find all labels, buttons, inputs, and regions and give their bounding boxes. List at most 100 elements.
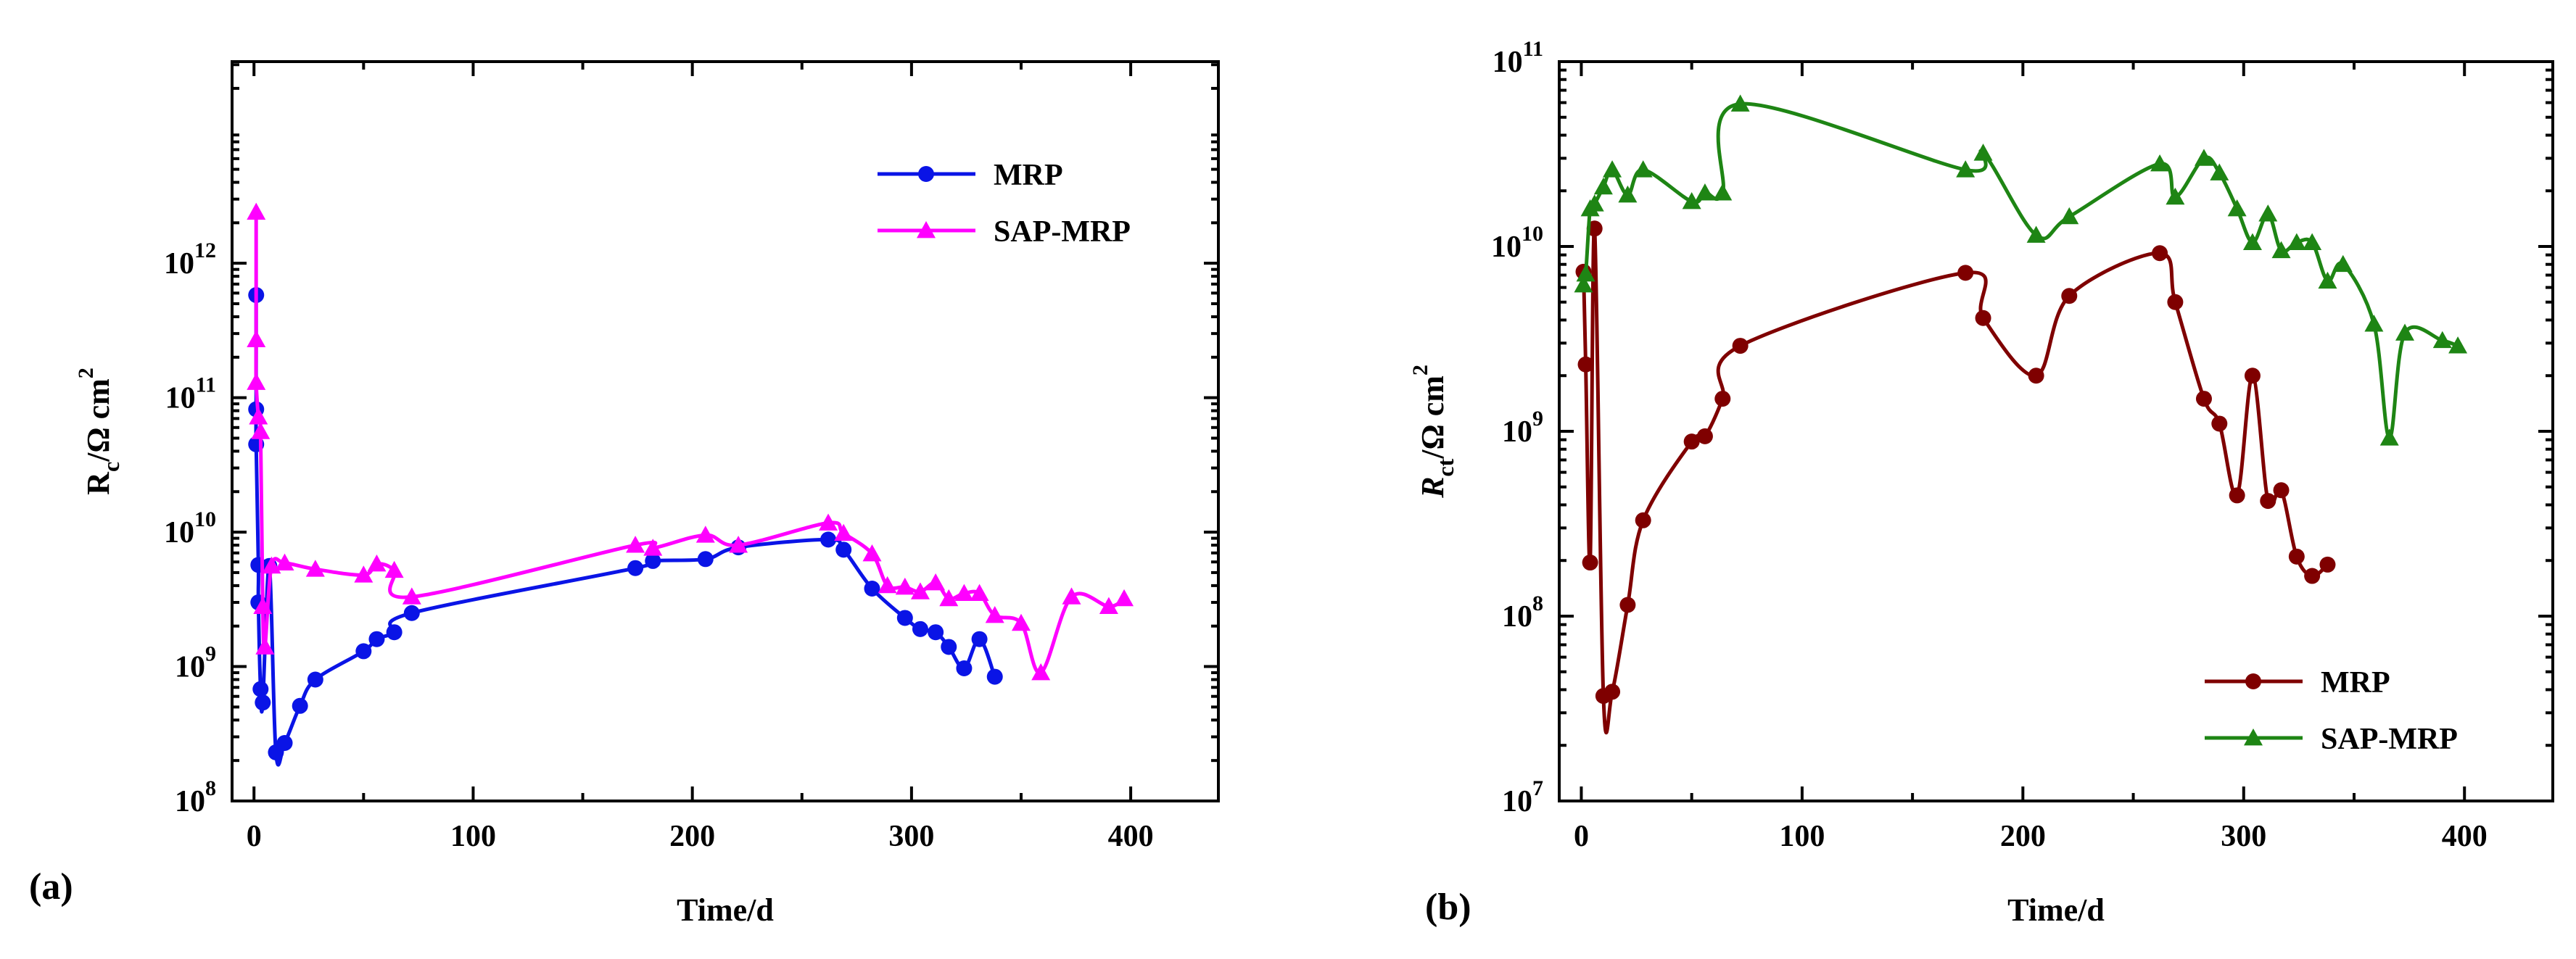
data-point: [2287, 233, 2306, 250]
y-tick-label: 1011: [1493, 37, 1543, 79]
legend-label-mrp: MRP: [2321, 666, 2390, 699]
panel-label: (b): [1425, 887, 1471, 928]
y-tick-label: 109: [175, 642, 216, 684]
data-point: [2026, 225, 2046, 243]
data-point: [910, 582, 930, 599]
data-point: [2364, 315, 2384, 332]
data-point: [2319, 556, 2336, 573]
data-point: [2303, 233, 2322, 250]
data-point: [627, 560, 644, 576]
data-point: [985, 606, 1004, 623]
data-point: [941, 639, 957, 655]
legend-marker: [917, 221, 936, 238]
data-point: [249, 407, 268, 425]
data-point: [367, 554, 387, 572]
y-tick-label: 109: [1502, 407, 1543, 449]
legend-label-mrp: MRP: [994, 159, 1063, 192]
data-point: [729, 536, 748, 553]
data-point: [1714, 391, 1731, 407]
legend-marker: [2245, 673, 2261, 689]
data-point: [862, 544, 882, 562]
data-point: [2211, 415, 2228, 432]
series-sap-mrp-group: [247, 202, 1134, 681]
chart-panel-a: 0 100 200 300 400108109101010111012Time/dRc/…: [29, 60, 1220, 928]
y-tick-base: 10: [1491, 231, 1522, 264]
data-point: [1973, 144, 1993, 161]
data-point: [834, 523, 854, 541]
y-tick-exponent: 10: [1522, 222, 1543, 246]
data-point: [2060, 207, 2079, 225]
data-point: [2028, 368, 2044, 384]
data-point: [1696, 428, 1713, 444]
data-point: [2432, 331, 2452, 349]
data-point: [645, 552, 661, 569]
y-axis-title: Rc/Ω cm2: [74, 368, 124, 495]
x-tick-label: 400: [1108, 820, 1154, 853]
data-point: [276, 735, 293, 752]
data-point: [1975, 310, 1991, 326]
data-point: [2258, 204, 2278, 222]
data-point: [1012, 613, 1031, 631]
series-line-sap-mrp: [1582, 101, 2460, 440]
series-mrp-group: [1575, 220, 2336, 735]
data-point: [2194, 149, 2213, 166]
data-point: [956, 660, 973, 676]
data-point: [1618, 185, 1638, 203]
data-point: [305, 560, 325, 577]
y-tick-base: 10: [175, 785, 205, 818]
data-point: [1574, 275, 1593, 293]
data-point: [1604, 684, 1621, 700]
data-point: [255, 694, 271, 711]
data-point: [895, 577, 915, 595]
data-point: [878, 576, 897, 594]
data-point: [2288, 548, 2305, 565]
plot-frame-a: [231, 60, 1220, 802]
data-point: [1576, 264, 1595, 282]
y-axis-title: Rct/Ω cm2: [1408, 365, 1458, 499]
data-point: [2379, 428, 2399, 446]
y-axis-title-sub: ct: [1432, 458, 1458, 476]
legend-label-sap-mrp: SAP-MRP: [994, 215, 1131, 249]
x-tick-label: 100: [450, 820, 496, 853]
y-tick-label: 1011: [165, 373, 216, 415]
x-tick-label: 200: [669, 820, 715, 853]
data-point: [643, 539, 663, 556]
series-line-sap-mrp: [254, 210, 1126, 675]
data-point: [1713, 183, 1733, 201]
data-point: [402, 587, 421, 605]
data-point: [1062, 587, 1081, 605]
y-tick-exponent: 12: [194, 238, 216, 262]
x-tick-label: 200: [2000, 820, 2046, 853]
data-point: [251, 422, 271, 439]
y-axis-title-unit: /Ω cm: [80, 378, 116, 462]
legend-label-sap-mrp: SAP-MRP: [2321, 723, 2458, 756]
data-point: [1683, 433, 1700, 450]
data-point: [247, 330, 266, 348]
data-point: [2061, 288, 2078, 304]
data-point: [255, 637, 275, 655]
data-point: [695, 526, 715, 543]
data-point: [1957, 265, 1974, 281]
data-point: [928, 624, 944, 641]
data-point: [896, 610, 913, 626]
data-point: [1695, 183, 1714, 201]
data-point: [368, 631, 385, 647]
x-tick-label: 400: [2442, 820, 2488, 853]
x-tick-label: 300: [888, 820, 934, 853]
data-point: [2210, 163, 2229, 180]
x-axis-title: Time/d: [2007, 892, 2105, 928]
data-point: [2273, 482, 2290, 499]
data-point: [354, 565, 373, 583]
y-tick-label: 1010: [1491, 222, 1543, 264]
y-tick-exponent: 11: [196, 373, 216, 397]
data-point: [1099, 597, 1118, 615]
y-axis-title-unit: /Ω cm: [1415, 375, 1450, 460]
data-point: [2242, 233, 2262, 250]
data-point: [355, 643, 372, 660]
y-tick-exponent: 10: [194, 507, 216, 531]
x-tick-label: 100: [1779, 820, 1825, 853]
data-point: [403, 605, 420, 621]
data-point: [1682, 192, 1701, 209]
x-tick-label: 0: [1574, 820, 1589, 853]
